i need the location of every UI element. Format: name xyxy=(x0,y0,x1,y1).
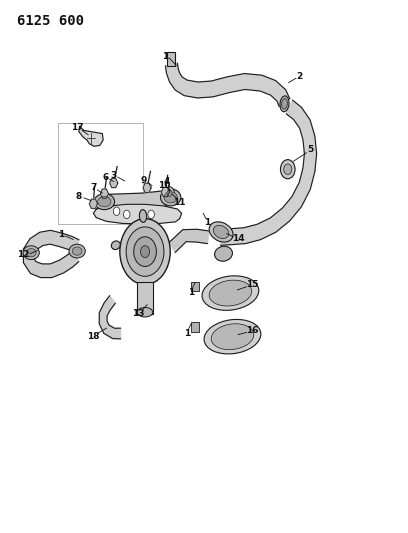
Ellipse shape xyxy=(137,308,153,317)
Circle shape xyxy=(124,210,130,219)
Circle shape xyxy=(120,219,170,285)
Text: 1: 1 xyxy=(188,287,194,296)
Ellipse shape xyxy=(209,280,252,306)
Circle shape xyxy=(167,190,172,196)
Text: 6125 600: 6125 600 xyxy=(17,14,84,28)
Text: 5: 5 xyxy=(307,145,314,154)
Text: 10: 10 xyxy=(158,181,170,190)
Ellipse shape xyxy=(140,209,147,222)
Ellipse shape xyxy=(282,99,287,109)
Text: 1: 1 xyxy=(162,52,169,61)
Text: 8: 8 xyxy=(75,192,82,201)
Text: 14: 14 xyxy=(232,235,245,244)
Ellipse shape xyxy=(164,192,177,203)
Polygon shape xyxy=(110,179,118,188)
Text: 1: 1 xyxy=(204,219,211,228)
Text: 9: 9 xyxy=(141,176,147,185)
Ellipse shape xyxy=(215,246,233,261)
Ellipse shape xyxy=(26,248,36,257)
Ellipse shape xyxy=(111,241,120,249)
Text: 1: 1 xyxy=(184,329,190,338)
Ellipse shape xyxy=(202,276,259,310)
Polygon shape xyxy=(166,63,290,107)
Polygon shape xyxy=(161,188,169,197)
Ellipse shape xyxy=(72,247,82,255)
Polygon shape xyxy=(93,204,182,224)
Text: 4: 4 xyxy=(164,177,170,186)
Bar xyxy=(191,322,199,332)
Text: 15: 15 xyxy=(246,280,258,289)
Circle shape xyxy=(164,187,174,199)
Text: 13: 13 xyxy=(132,309,144,318)
Circle shape xyxy=(134,237,156,266)
Polygon shape xyxy=(169,229,208,253)
Polygon shape xyxy=(143,183,151,192)
Ellipse shape xyxy=(94,193,115,209)
Text: 11: 11 xyxy=(173,198,185,207)
Text: 2: 2 xyxy=(297,71,303,80)
Ellipse shape xyxy=(160,189,181,206)
Polygon shape xyxy=(23,230,79,278)
Ellipse shape xyxy=(213,225,229,239)
Text: 7: 7 xyxy=(90,183,97,192)
Text: 3: 3 xyxy=(111,171,117,180)
Polygon shape xyxy=(99,296,121,339)
Bar xyxy=(167,52,175,66)
Circle shape xyxy=(148,210,154,219)
Ellipse shape xyxy=(69,244,85,258)
Text: 12: 12 xyxy=(17,251,29,260)
Circle shape xyxy=(284,164,292,174)
Ellipse shape xyxy=(209,222,233,242)
Circle shape xyxy=(140,246,150,257)
Polygon shape xyxy=(100,189,109,198)
Text: 18: 18 xyxy=(87,332,100,341)
Bar xyxy=(191,282,199,292)
Text: 17: 17 xyxy=(71,123,84,132)
Text: 1: 1 xyxy=(58,230,64,239)
Bar xyxy=(137,282,153,314)
Ellipse shape xyxy=(23,246,39,260)
Polygon shape xyxy=(89,199,98,208)
Polygon shape xyxy=(220,100,317,245)
Circle shape xyxy=(280,160,295,179)
Polygon shape xyxy=(140,272,151,312)
Polygon shape xyxy=(79,126,103,147)
Ellipse shape xyxy=(204,319,261,354)
Polygon shape xyxy=(103,190,170,209)
Text: 6: 6 xyxy=(102,173,109,182)
Ellipse shape xyxy=(280,96,289,112)
Circle shape xyxy=(126,227,164,276)
Circle shape xyxy=(113,207,120,215)
Ellipse shape xyxy=(211,324,254,350)
Text: 16: 16 xyxy=(246,326,258,335)
Ellipse shape xyxy=(98,197,111,207)
